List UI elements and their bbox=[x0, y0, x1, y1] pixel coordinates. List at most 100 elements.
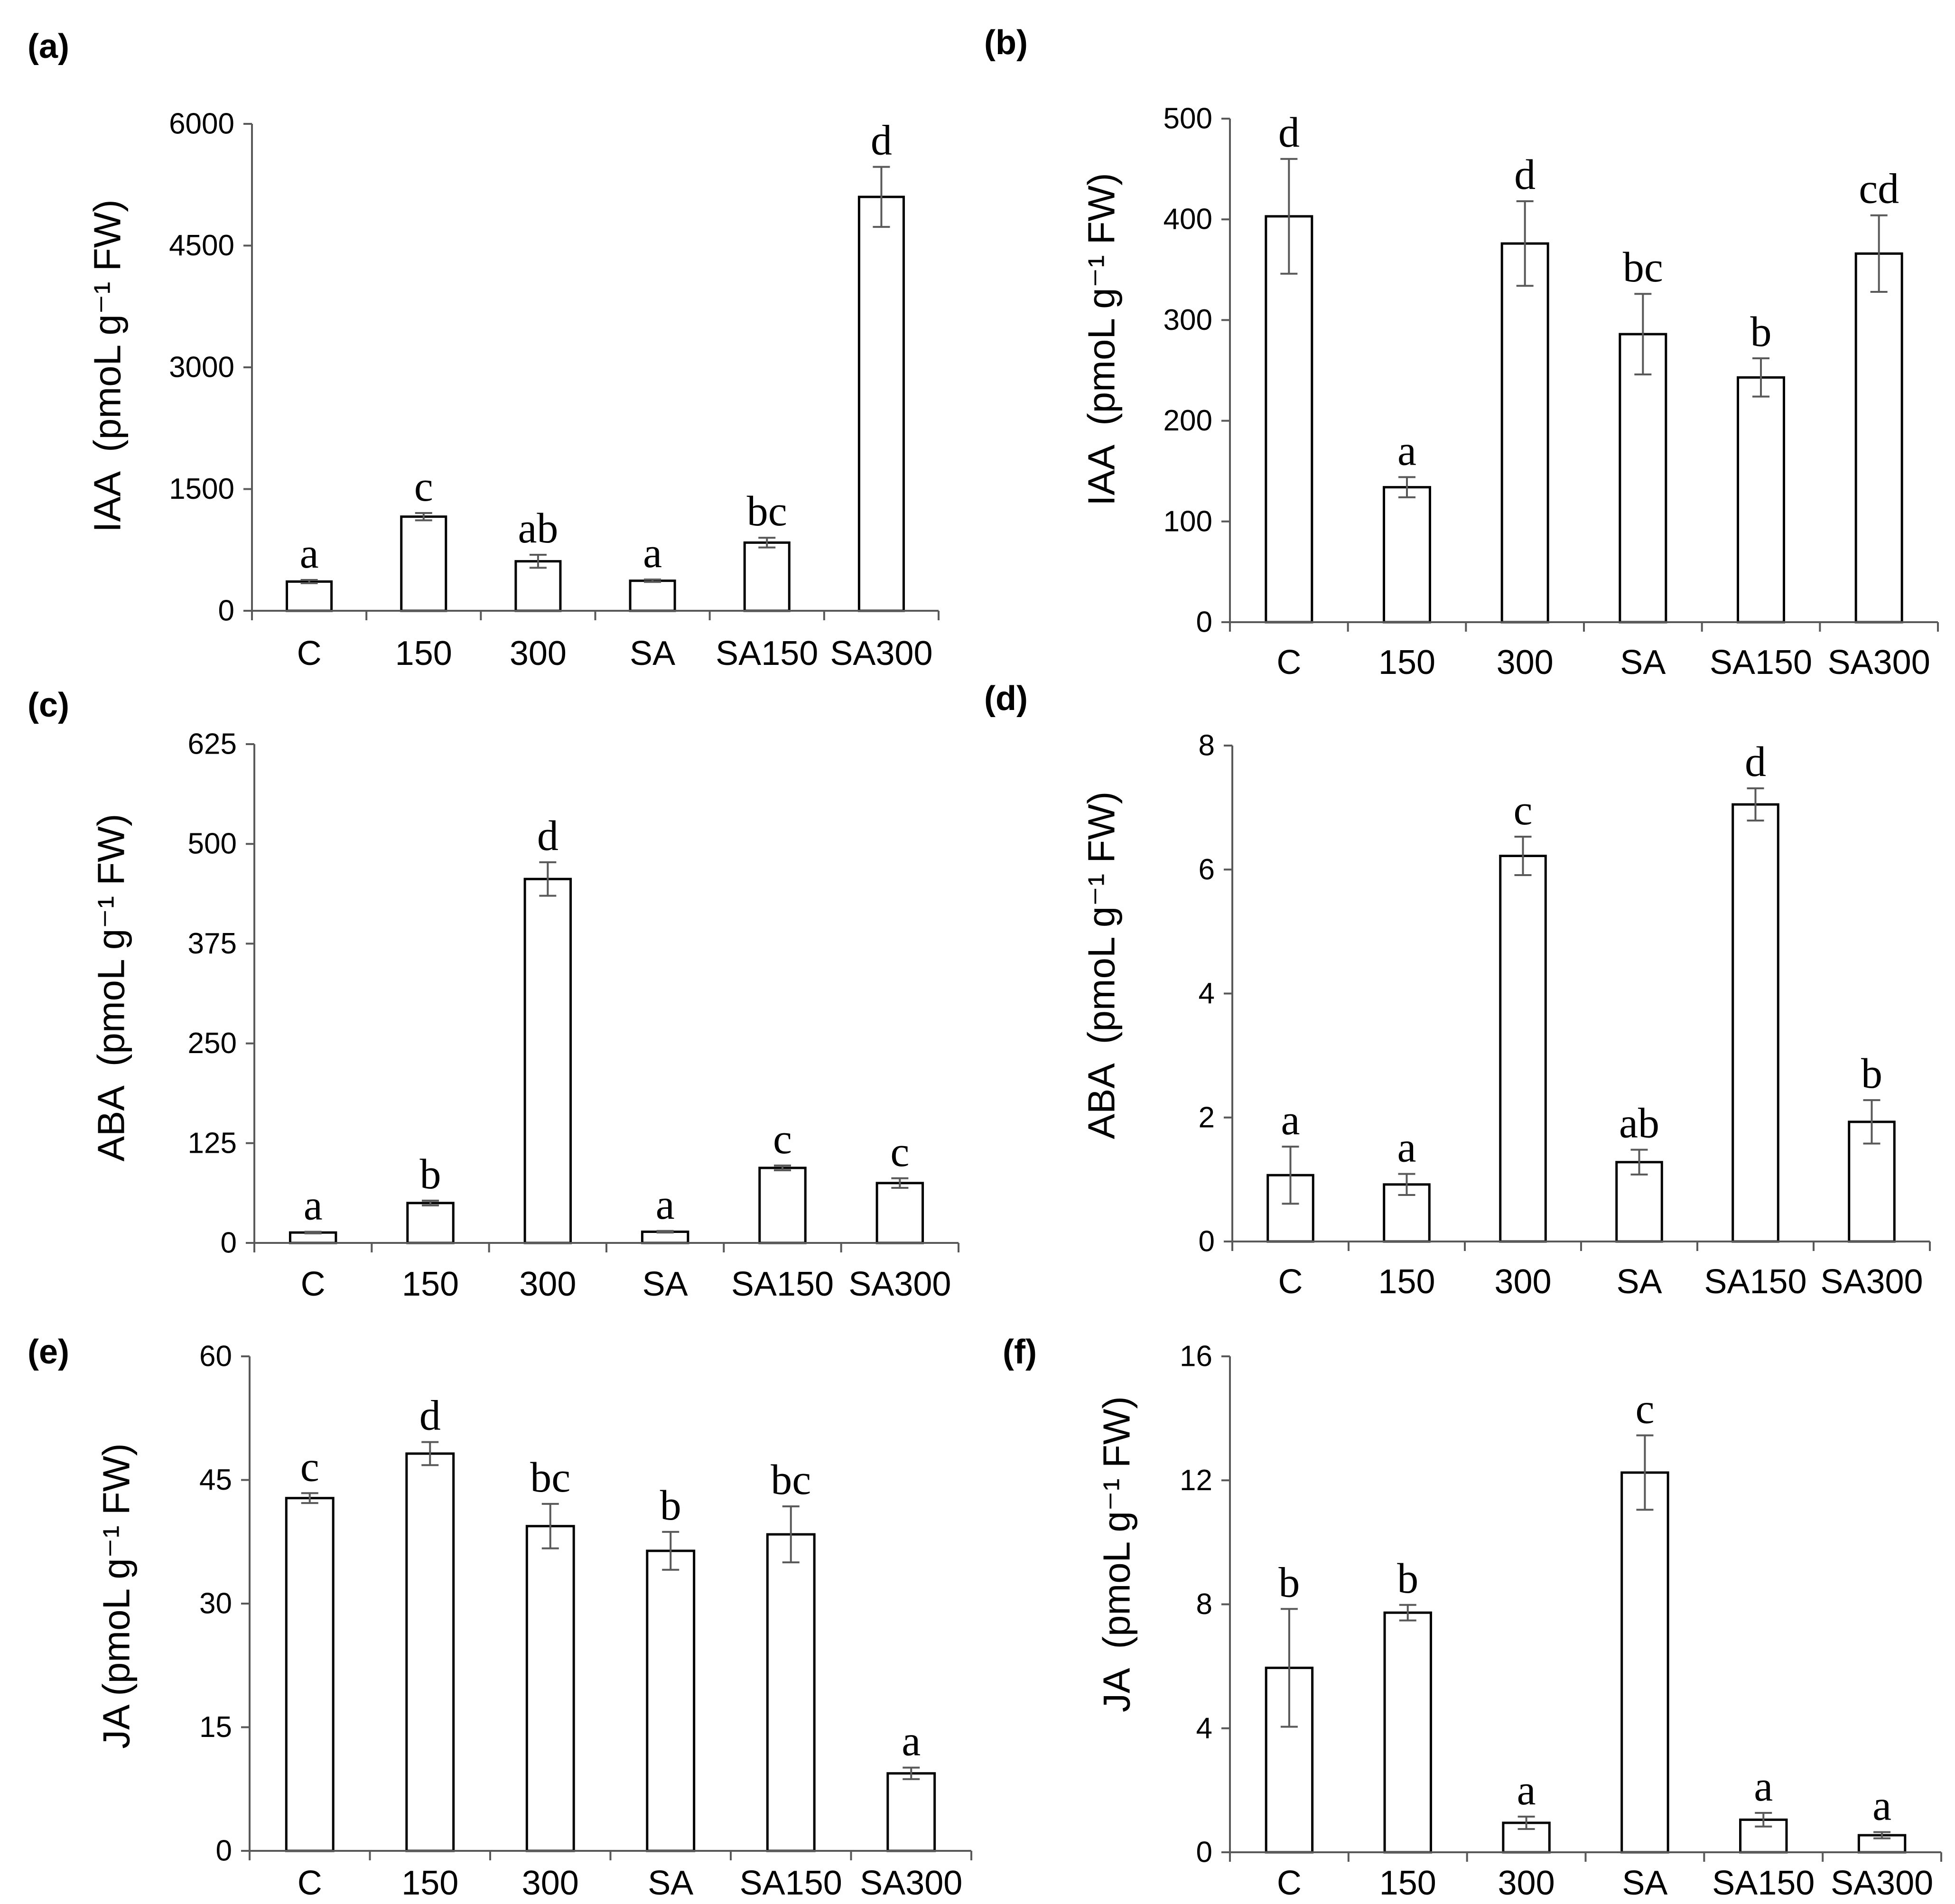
error-bar bbox=[1873, 1831, 1891, 1839]
significance-letter: c bbox=[300, 1443, 319, 1490]
y-tick-label: 6 bbox=[1199, 853, 1215, 886]
y-tick-label: 4500 bbox=[169, 229, 234, 262]
x-tick-label: 150 bbox=[1379, 1864, 1436, 1902]
chart-panel-f: (f) JA (pmoL g⁻¹ FW) 0 4 8 12 16 b Cb 150 a 300 c SA a… bbox=[1003, 1333, 1942, 1902]
y-tick-label: 0 bbox=[218, 595, 234, 627]
error-bar bbox=[662, 1531, 680, 1571]
bar bbox=[285, 1497, 335, 1852]
significance-letter: a bbox=[1281, 1097, 1300, 1144]
bar bbox=[523, 877, 572, 1244]
bar bbox=[405, 1452, 455, 1852]
x-tick-label: SA300 bbox=[860, 1864, 962, 1902]
x-tick-label: 300 bbox=[510, 635, 567, 672]
bar bbox=[758, 1167, 807, 1244]
bar bbox=[1265, 215, 1313, 624]
significance-letter: d bbox=[1278, 109, 1300, 156]
significance-letter: a bbox=[1517, 1767, 1536, 1814]
bar bbox=[1620, 1471, 1669, 1854]
bar bbox=[406, 1202, 455, 1244]
y-tick-label: 3000 bbox=[169, 351, 234, 384]
error-bar bbox=[644, 579, 661, 583]
significance-letter: b bbox=[660, 1482, 681, 1529]
error-bar bbox=[1398, 476, 1415, 498]
y-tick-label: 500 bbox=[188, 828, 237, 860]
bar bbox=[1732, 803, 1779, 1243]
chart-panel-c: (c)ABA (pmoL g⁻¹ FW)0125250375500625aCb1… bbox=[28, 686, 959, 1303]
significance-letter: bc bbox=[1623, 244, 1663, 291]
significance-letter: b bbox=[1750, 308, 1772, 355]
y-tick-label: 6000 bbox=[169, 108, 234, 140]
y-tick-label: 250 bbox=[188, 1027, 237, 1060]
x-tick-label: SA150 bbox=[740, 1864, 842, 1902]
y-tick-label: 100 bbox=[1164, 505, 1212, 538]
significance-letter: a bbox=[1754, 1763, 1773, 1810]
x-tick-label: SA300 bbox=[830, 635, 932, 672]
significance-letter: a bbox=[1872, 1783, 1891, 1829]
bar bbox=[1854, 252, 1903, 624]
error-bar bbox=[300, 579, 318, 584]
error-bar bbox=[541, 1503, 559, 1549]
x-tick-label: C bbox=[298, 1864, 322, 1902]
x-tick-label: 150 bbox=[1378, 644, 1435, 681]
error-bar bbox=[1755, 1812, 1772, 1828]
error-bar bbox=[1399, 1604, 1416, 1622]
y-tick-label: 0 bbox=[221, 1227, 237, 1260]
error-bar bbox=[301, 1492, 318, 1504]
error-bar bbox=[1630, 1148, 1648, 1176]
error-bar bbox=[1282, 1146, 1299, 1205]
x-tick-label: 300 bbox=[1498, 1864, 1555, 1902]
significance-letter: c bbox=[1635, 1386, 1654, 1433]
x-tick-label: SA150 bbox=[1704, 1263, 1806, 1301]
bar bbox=[1383, 486, 1431, 624]
error-bar bbox=[1747, 787, 1764, 822]
bar bbox=[857, 196, 905, 612]
error-bar bbox=[1517, 1815, 1535, 1830]
significance-letter: c bbox=[414, 463, 433, 510]
x-tick-label: 300 bbox=[1494, 1263, 1551, 1301]
y-tick-label: 2 bbox=[1199, 1101, 1215, 1134]
error-bar bbox=[422, 1199, 439, 1206]
bar bbox=[766, 1533, 816, 1852]
significance-letter: d bbox=[537, 812, 559, 859]
x-tick-label: C bbox=[1278, 1263, 1303, 1301]
panel-label: (f) bbox=[1003, 1333, 1037, 1371]
bar bbox=[400, 515, 447, 612]
significance-letter: b bbox=[420, 1151, 441, 1198]
y-tick-label: 60 bbox=[199, 1340, 232, 1373]
bar bbox=[646, 1549, 696, 1852]
significance-letter: c bbox=[890, 1129, 909, 1176]
bar bbox=[886, 1772, 936, 1852]
x-tick-label: C bbox=[301, 1265, 326, 1303]
x-tick-label: SA300 bbox=[848, 1265, 951, 1303]
x-tick-label: SA300 bbox=[1828, 644, 1930, 681]
y-tick-label: 375 bbox=[188, 927, 237, 960]
y-tick-label: 0 bbox=[216, 1835, 232, 1867]
x-tick-label: 150 bbox=[401, 1864, 458, 1902]
error-bar bbox=[782, 1505, 800, 1564]
significance-letter: cd bbox=[1859, 166, 1899, 213]
significance-letter: bc bbox=[747, 488, 787, 535]
significance-letter: a bbox=[656, 1181, 675, 1228]
significance-letter: a bbox=[304, 1182, 323, 1229]
error-bar bbox=[1752, 357, 1769, 398]
y-axis-title: ABA (pmoL g⁻¹ FW) bbox=[90, 814, 132, 1162]
x-tick-label: SA bbox=[630, 635, 675, 672]
x-tick-label: SA150 bbox=[1712, 1864, 1815, 1902]
error-bar bbox=[415, 512, 432, 522]
error-bar bbox=[656, 1230, 674, 1234]
error-bar bbox=[903, 1766, 920, 1780]
significance-letter: d bbox=[419, 1392, 441, 1439]
y-tick-label: 8 bbox=[1199, 729, 1215, 762]
bar bbox=[743, 541, 791, 612]
bar bbox=[1500, 242, 1549, 624]
error-bar bbox=[1514, 836, 1532, 877]
x-tick-label: SA150 bbox=[1710, 644, 1812, 681]
y-tick-label: 8 bbox=[1196, 1588, 1212, 1621]
bar bbox=[1619, 333, 1667, 624]
x-tick-label: SA bbox=[648, 1864, 693, 1902]
y-tick-label: 12 bbox=[1180, 1464, 1212, 1497]
panel-label: (c) bbox=[28, 686, 69, 724]
error-bar bbox=[1634, 293, 1652, 375]
significance-letter: c bbox=[1514, 787, 1533, 834]
bar bbox=[875, 1182, 924, 1244]
